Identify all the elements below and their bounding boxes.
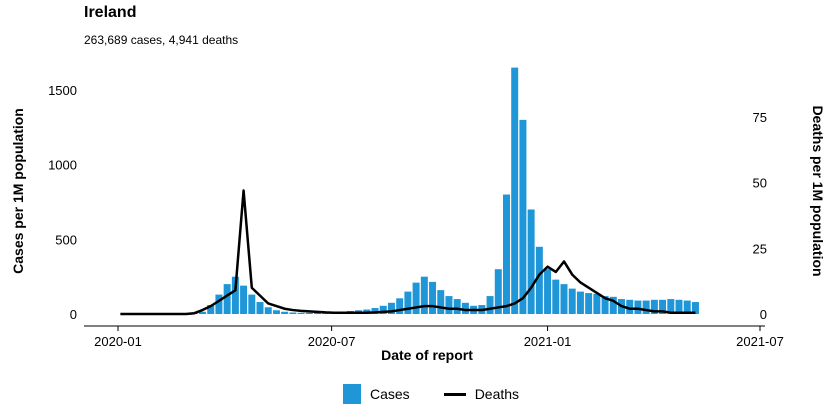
legend-deaths-label: Deaths	[474, 386, 520, 402]
cases-bar	[445, 296, 453, 314]
cases-bar	[420, 276, 428, 314]
cases-bar	[297, 312, 305, 314]
y-left-tick-label: 1500	[48, 83, 77, 98]
y-right-tick-label: 25	[753, 241, 767, 256]
cases-bar	[511, 67, 519, 314]
cases-bar	[642, 300, 650, 314]
cases-bar	[248, 294, 256, 314]
cases-bar	[387, 302, 395, 314]
x-tick-label: 2020-01	[94, 334, 142, 349]
y-right-tick-label: 75	[753, 110, 767, 125]
cases-bar	[486, 296, 494, 314]
cases-bar	[199, 311, 206, 314]
cases-bar	[634, 300, 642, 314]
cases-bar	[552, 279, 560, 314]
y-left-axis-label: Cases per 1M population	[10, 108, 26, 274]
cases-bar	[231, 276, 239, 314]
cases-bar	[609, 296, 617, 314]
cases-bar	[256, 302, 264, 314]
cases-bar	[659, 299, 667, 314]
y-right-tick-label: 0	[760, 307, 767, 322]
cases-bar	[264, 307, 272, 314]
cases-bar	[207, 305, 215, 314]
legend-deaths-swatch	[443, 392, 466, 396]
cases-bar	[396, 298, 404, 314]
cases-bar	[585, 293, 593, 314]
x-axis-label: Date of report	[381, 347, 473, 363]
legend-cases-label: Cases	[370, 386, 410, 402]
cases-bar	[519, 119, 527, 315]
cases-bar	[314, 312, 322, 314]
cases-bar	[626, 299, 634, 314]
cases-bar	[461, 302, 469, 314]
cases-bar	[289, 312, 297, 314]
cases-bars	[182, 67, 699, 315]
chart-title: Ireland	[84, 4, 137, 21]
cases-bar	[412, 282, 420, 314]
cases-bar	[527, 209, 535, 314]
chart-subtitle: 263,689 cases, 4,941 deaths	[84, 33, 239, 47]
cases-bar	[593, 293, 601, 314]
y-left-tick-label: 0	[70, 307, 77, 322]
cases-bar	[544, 269, 552, 314]
cases-bar	[675, 299, 683, 314]
x-tick-label: 2021-01	[524, 334, 572, 349]
cases-bar	[223, 284, 231, 314]
cases-bar	[379, 305, 387, 314]
cases-bar	[650, 299, 658, 314]
cases-bar	[281, 311, 289, 314]
cases-bar	[272, 310, 280, 314]
cases-bar	[404, 291, 412, 314]
x-tick-label: 2020-07	[308, 334, 356, 349]
cases-bar	[560, 284, 568, 314]
y-left-axis-ticks: 0 500 1000 1500	[48, 83, 77, 322]
cases-bar	[683, 300, 691, 314]
cases-bar	[240, 285, 248, 314]
cases-bar	[535, 246, 543, 314]
cases-bar	[667, 299, 675, 314]
y-right-tick-label: 50	[753, 176, 767, 191]
y-right-axis-ticks: 0 25 50 75	[753, 110, 767, 322]
cases-bar	[494, 269, 502, 314]
cases-bar	[305, 312, 313, 314]
x-axis-ticks: 2020-01 2020-07 2021-01 2021-07	[94, 326, 784, 349]
y-right-axis-label: Deaths per 1M population	[810, 105, 826, 277]
x-tick-label: 2021-07	[736, 334, 784, 349]
cases-bar	[601, 296, 609, 314]
cases-bar	[576, 291, 584, 314]
cases-bar	[453, 299, 461, 314]
cases-bar	[215, 294, 223, 314]
deaths-line	[120, 189, 696, 316]
cases-bar	[691, 302, 699, 314]
cases-bar	[437, 290, 445, 314]
cases-bar	[502, 194, 510, 314]
y-left-tick-label: 1000	[48, 158, 77, 173]
cases-bar	[371, 308, 379, 314]
cases-bar	[429, 281, 437, 314]
legend: Cases Deaths	[343, 384, 519, 404]
cases-bar	[568, 288, 576, 314]
y-left-tick-label: 500	[55, 232, 77, 247]
legend-cases-swatch	[343, 384, 361, 404]
